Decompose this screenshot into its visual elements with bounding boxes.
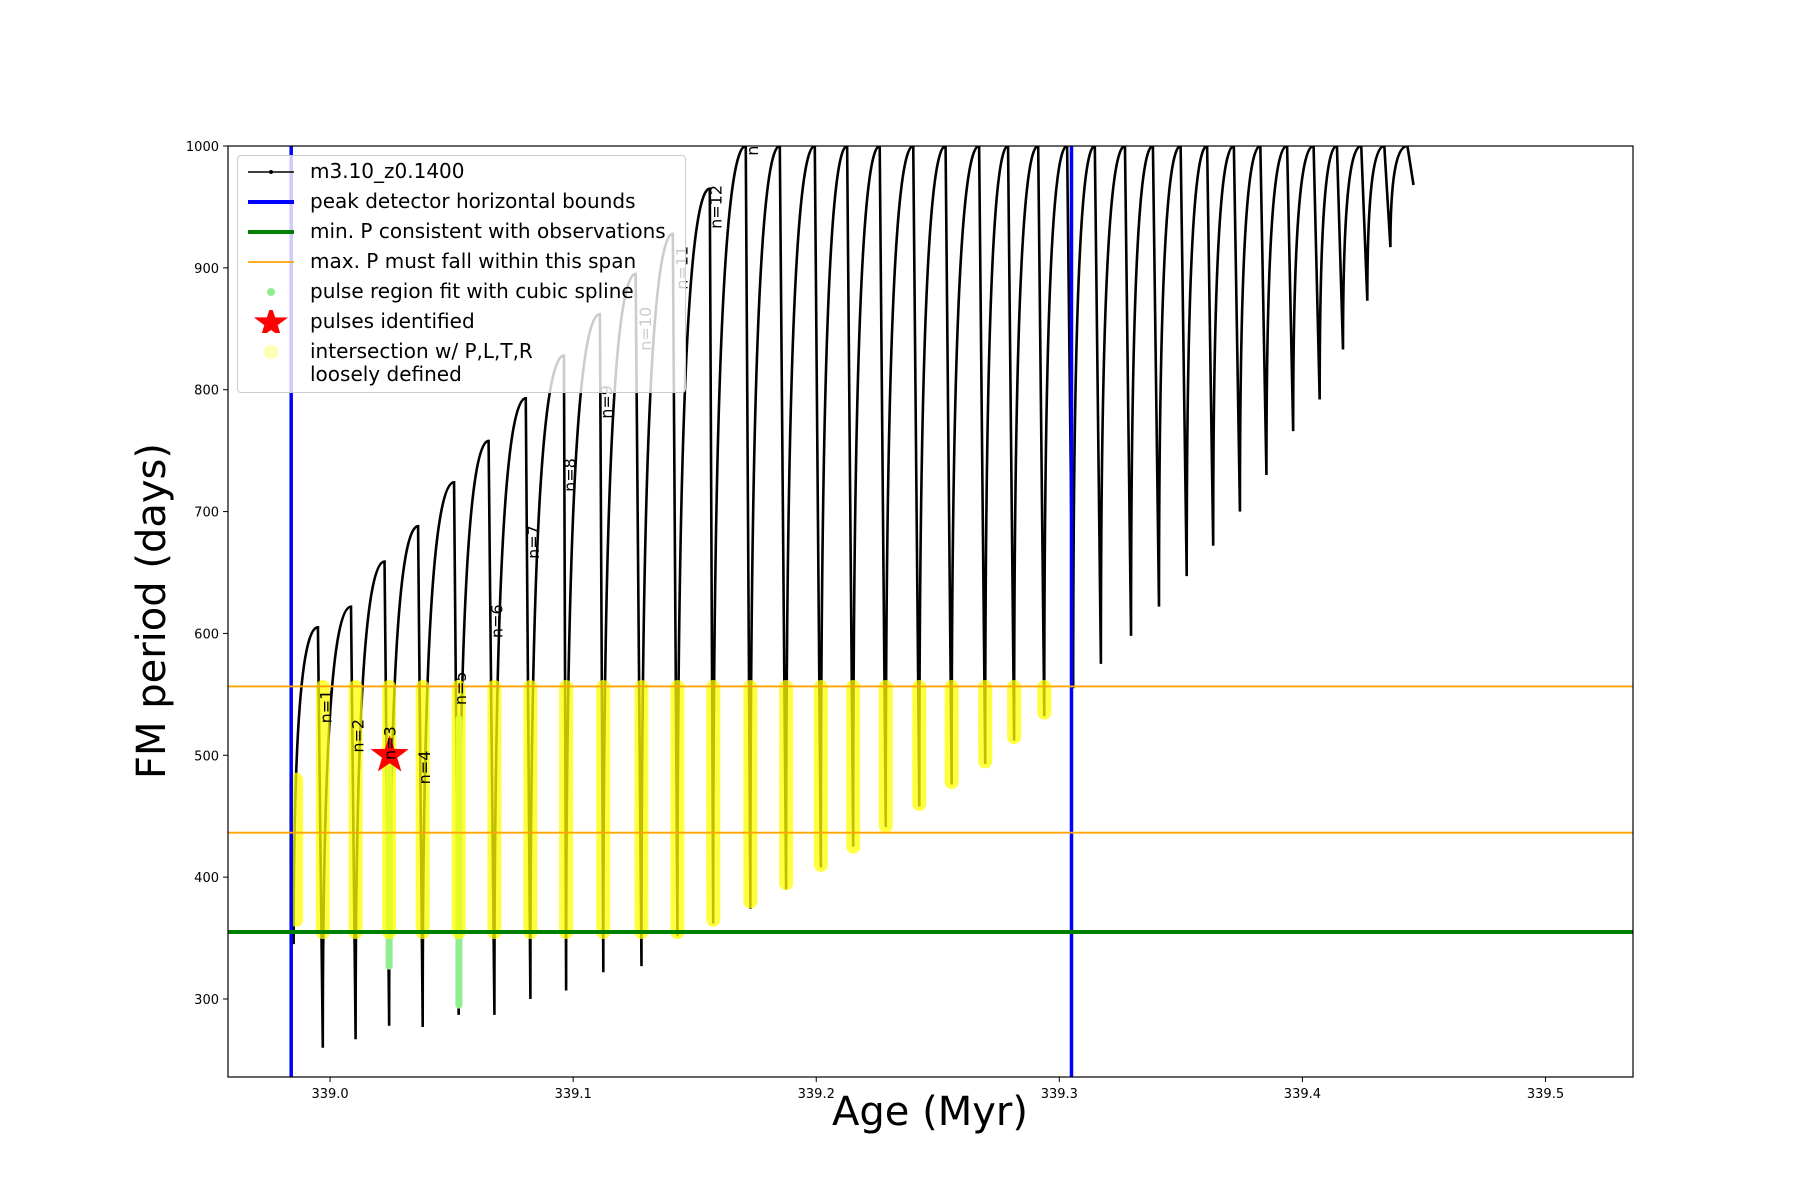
pulse-label: n=9 xyxy=(597,385,616,419)
legend-item: min. P consistent with observations xyxy=(238,220,685,243)
y-tick-label: 500 xyxy=(194,749,219,764)
legend-label: min. P consistent with observations xyxy=(310,219,666,243)
swatch-dot xyxy=(269,170,273,174)
intersection-band xyxy=(289,680,1052,939)
axes-frame xyxy=(227,145,1634,1078)
legend-swatch xyxy=(248,261,294,263)
legend-item: max. P must fall within this span xyxy=(238,250,685,273)
pulse-star xyxy=(370,735,409,772)
y-axis-label: FM period (days) xyxy=(129,443,175,779)
legend-label: pulse region fit with cubic spline xyxy=(310,279,634,303)
legend-swatch xyxy=(253,310,289,333)
x-axis-label: Age (Myr) xyxy=(832,1089,1028,1135)
pulse-label: n=8 xyxy=(561,458,580,492)
plot-area: n=1n=2n=3n=4n=5n=6n=7n=8n=9n=10n=11n=12n… xyxy=(228,112,1633,1077)
pulse-label: n=7 xyxy=(524,525,543,559)
swatch-star xyxy=(253,310,289,333)
legend-item: pulse region fit with cubic spline xyxy=(238,280,685,303)
y-tick-label: 600 xyxy=(194,627,219,642)
x-tick-label: 339.1 xyxy=(555,1087,592,1102)
y-tick-label: 900 xyxy=(194,262,219,277)
legend-swatch xyxy=(248,170,294,174)
legend-label: intersection w/ P,L,T,R loosely defined xyxy=(310,339,533,386)
legend-item: intersection w/ P,L,T,R loosely defined xyxy=(238,340,685,386)
pulse-label: n=13 xyxy=(743,112,762,156)
y-tick-label: 300 xyxy=(194,993,219,1008)
legend-swatch xyxy=(248,230,294,234)
pulse-label: n=4 xyxy=(415,751,434,785)
pulse-label: n=12 xyxy=(706,185,725,229)
legend-swatch xyxy=(264,345,278,359)
y-tick-label: 1000 xyxy=(186,140,219,155)
y-tick-label: 700 xyxy=(194,506,219,521)
pulse-label: n=5 xyxy=(451,671,470,705)
pulse-label: n=2 xyxy=(349,719,368,753)
y-tick-label: 800 xyxy=(194,384,219,399)
legend-label: pulses identified xyxy=(310,309,475,333)
legend-item: peak detector horizontal bounds xyxy=(238,190,685,213)
legend-swatch xyxy=(267,288,275,296)
swatch-dot xyxy=(264,345,278,359)
legend-label: m3.10_z0.1400 xyxy=(310,159,465,183)
x-tick-label: 339.2 xyxy=(798,1087,835,1102)
legend-label: peak detector horizontal bounds xyxy=(310,189,636,213)
pulse-label: n=6 xyxy=(488,604,507,638)
x-tick-label: 339.4 xyxy=(1284,1087,1321,1102)
legend-swatch xyxy=(248,200,294,204)
y-tick-label: 400 xyxy=(194,871,219,886)
legend-label: max. P must fall within this span xyxy=(310,249,637,273)
x-tick-label: 339.3 xyxy=(1041,1087,1078,1102)
pulse-label: n=3 xyxy=(381,726,400,760)
legend-item: pulses identified xyxy=(238,310,685,333)
swatch-dot xyxy=(267,288,275,296)
x-tick-label: 339.5 xyxy=(1527,1087,1564,1102)
pulse-label: n=1 xyxy=(316,690,335,724)
x-tick-label: 339.0 xyxy=(311,1087,348,1102)
legend-item: m3.10_z0.1400 xyxy=(238,160,685,183)
